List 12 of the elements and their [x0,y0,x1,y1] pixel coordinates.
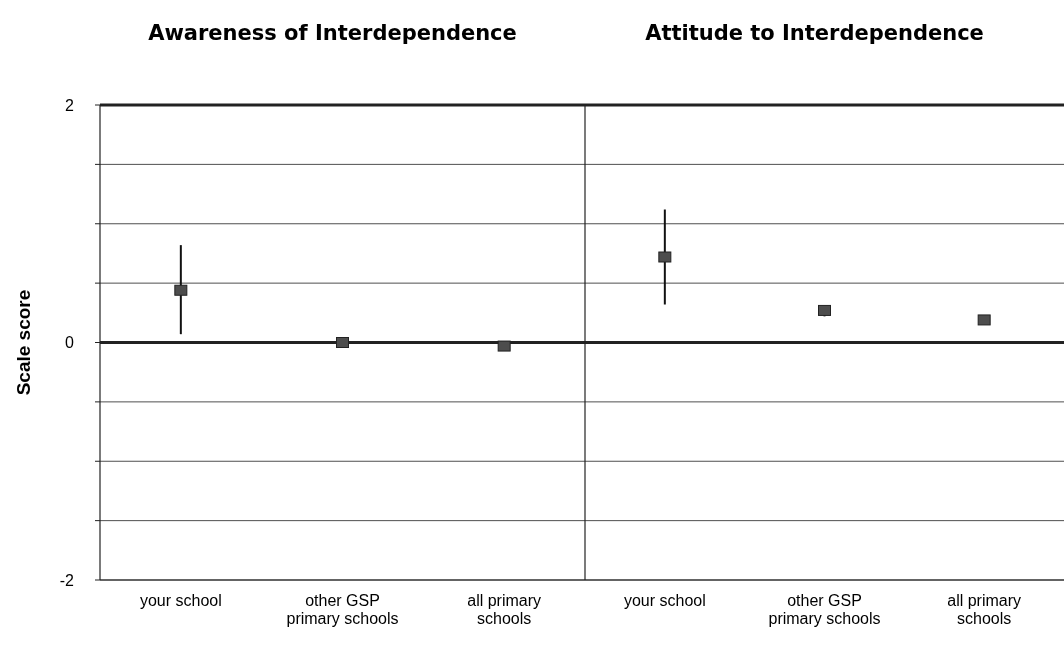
x-tick-label: your school [139,592,222,609]
y-tick-label: 0 [65,334,75,352]
x-tick-label: other GSP primary schools [286,592,399,627]
x-tick-label: your school [623,592,706,609]
x-tick-label: all primary schools [467,592,542,627]
y-tick-label: -2 [59,571,75,589]
chart-title: Attitude to Interdependence [645,21,984,45]
x-tick-label: other GSP primary schools [768,592,881,627]
x-tick-label: all primary schools [947,592,1022,627]
y-tick-label: 2 [65,96,75,114]
y-axis-title: Scale score [13,289,34,396]
chart-title: Awareness of Interdependence [148,21,517,45]
